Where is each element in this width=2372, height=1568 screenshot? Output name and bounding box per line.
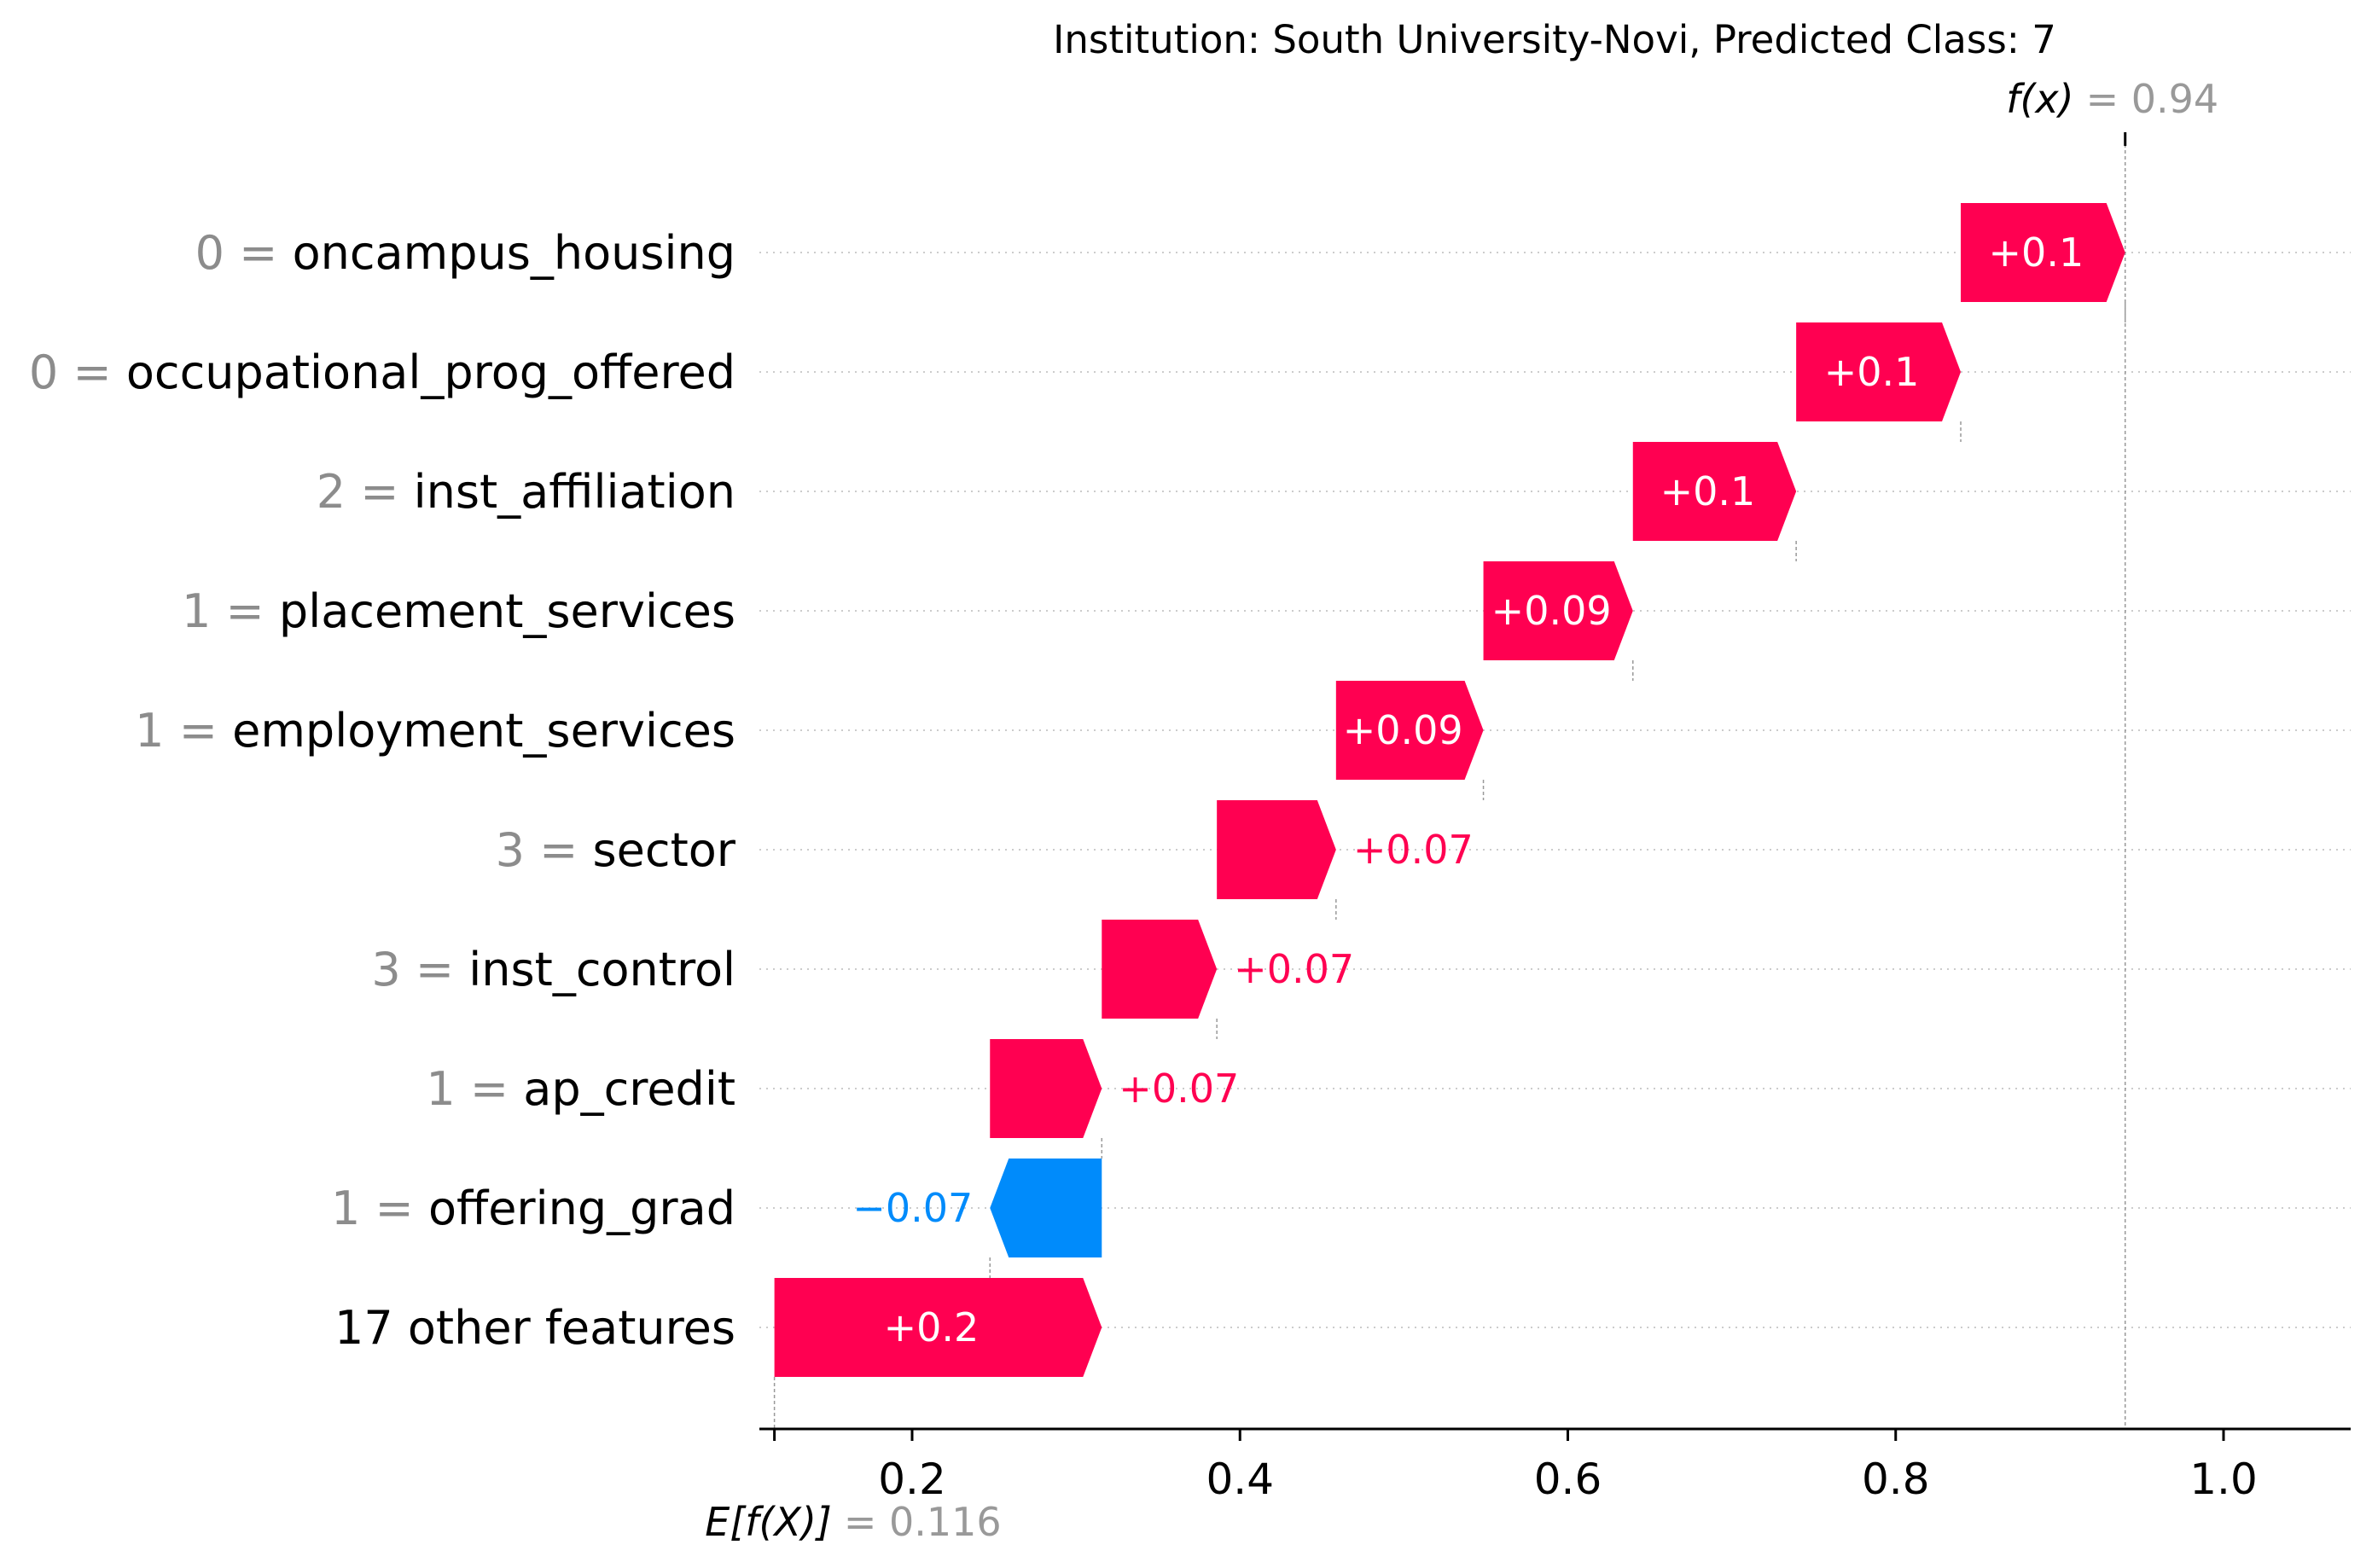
x-tick-label: 0.2 [878, 1455, 946, 1504]
contribution-label: −0.07 [852, 1185, 973, 1231]
contribution-bars [774, 203, 2125, 1377]
x-axis: 0.2 0.4 0.6 0.8 1.0 [759, 1427, 2351, 1504]
output-label: f(x) [2006, 76, 2073, 122]
reference-lines [773, 132, 2127, 1429]
bar-17-other-features [774, 1278, 1102, 1377]
bar-oncampus-housing [1961, 203, 2125, 302]
feature-name: ap_credit [523, 1062, 735, 1116]
chart-title: Institution: South University-Novi, Pred… [1053, 17, 2056, 62]
row-gridlines [759, 252, 2351, 1328]
feature-name: oncampus_housing [293, 226, 735, 280]
x-tick-label: 0.4 [1206, 1455, 1274, 1504]
feature-value: 3 = [496, 823, 593, 877]
feature-label: 2 = inst_affiliation [317, 465, 735, 519]
x-tick-label: 1.0 [2189, 1455, 2258, 1504]
feature-value: 1 = [331, 1182, 428, 1235]
bar-placement-services [1483, 561, 1633, 660]
bar-employment-services [1335, 681, 1484, 780]
connector-lines [989, 302, 2126, 1278]
contribution-labels: +0.1 +0.1 +0.1 +0.09 +0.09 +0.07 +0.07 +0.07 −0.… [852, 229, 2084, 1350]
output-value: = 0.94 [2086, 76, 2219, 122]
feature-name: inst_affiliation [414, 465, 735, 519]
base-value: = 0.116 [844, 1499, 1002, 1545]
feature-value: 1 = [135, 704, 232, 758]
feature-label: 0 = occupational_prog_offered [29, 346, 735, 399]
output-value-annotation: f(x) = 0.94 [2006, 76, 2218, 122]
base-value-text: E[f(X)] = 0.116 [705, 1499, 1001, 1545]
feature-value: 1 = [182, 584, 279, 638]
feature-name: occupational_prog_offered [126, 346, 735, 399]
contribution-label: +0.09 [1491, 588, 1612, 634]
feature-value: 3 = [371, 943, 468, 996]
bar-occupational-prog-offered [1796, 322, 1962, 421]
feature-name: 17 other features [334, 1301, 735, 1355]
feature-value: 1 = [426, 1062, 523, 1116]
contribution-label: +0.07 [1234, 946, 1354, 992]
output-value-text: f(x) = 0.94 [2006, 76, 2218, 122]
contribution-label: +0.1 [1660, 468, 1756, 514]
x-tick-label: 0.6 [1534, 1455, 1602, 1504]
feature-label: 17 other features [334, 1301, 735, 1355]
feature-name: inst_control [468, 943, 735, 996]
contribution-label: +0.09 [1343, 707, 1463, 753]
contribution-label: +0.2 [884, 1304, 980, 1350]
feature-label: 1 = placement_services [182, 584, 735, 638]
feature-name: sector [593, 823, 736, 877]
base-label: E[f(X)] [705, 1499, 832, 1545]
x-tick-label: 0.8 [1862, 1455, 1930, 1504]
contribution-label: +0.07 [1353, 827, 1474, 873]
contribution-label: +0.1 [1824, 349, 1920, 395]
contribution-label: +0.1 [1989, 229, 2084, 276]
feature-label: 1 = employment_services [135, 704, 735, 758]
feature-value: 2 = [317, 465, 414, 519]
bar-sector [1217, 800, 1336, 899]
bar-offering-grad [990, 1159, 1102, 1257]
bar-inst-control [1102, 920, 1218, 1019]
bar-inst-affiliation [1632, 442, 1797, 541]
feature-label: 3 = sector [496, 823, 736, 877]
feature-name: offering_grad [428, 1182, 735, 1235]
feature-name: employment_services [232, 704, 735, 758]
feature-value: 0 = [29, 346, 126, 399]
contribution-label: +0.07 [1119, 1066, 1239, 1112]
feature-label: 1 = offering_grad [331, 1182, 735, 1235]
feature-name: placement_services [279, 584, 735, 638]
base-value-annotation: E[f(X)] = 0.116 [705, 1499, 1001, 1545]
bar-ap-credit [990, 1039, 1102, 1138]
feature-label: 1 = ap_credit [426, 1062, 735, 1116]
feature-value: 0 = [195, 226, 293, 280]
feature-label: 3 = inst_control [371, 943, 735, 996]
feature-label: 0 = oncampus_housing [195, 226, 735, 280]
